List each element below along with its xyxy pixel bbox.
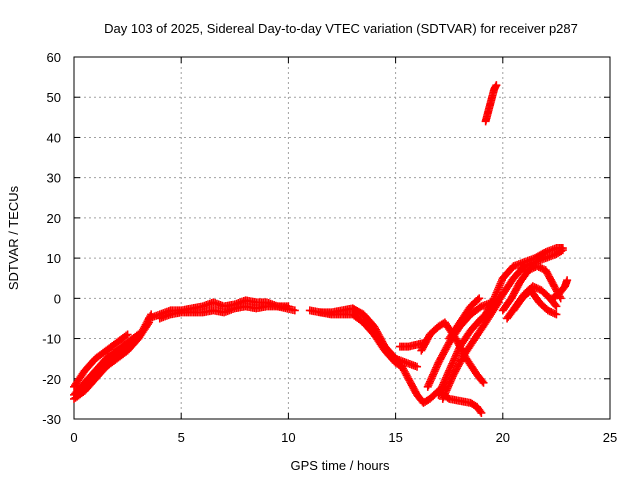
- series-track-late-tail: [434, 386, 486, 417]
- y-tick-label: -10: [42, 332, 61, 347]
- series-track-recovery-5: [445, 294, 484, 343]
- series-track-early-rise-4: [91, 310, 156, 379]
- data-point: [475, 294, 484, 303]
- data-point: [479, 378, 488, 387]
- data-point: [473, 295, 482, 304]
- data-point: [550, 309, 559, 318]
- y-tick-label: 0: [54, 291, 61, 306]
- x-tick-label: 10: [281, 430, 295, 445]
- data-point: [123, 330, 132, 339]
- series-track-early-rise-1: [70, 330, 132, 391]
- y-axis-label: SDTVAR / TECUs: [6, 185, 21, 290]
- data-point: [558, 246, 567, 255]
- y-tick-label: 10: [47, 251, 61, 266]
- x-tick-label: 20: [496, 430, 510, 445]
- data-point: [563, 276, 572, 285]
- data-points: [70, 81, 572, 417]
- data-point: [477, 408, 486, 417]
- data-point: [122, 331, 131, 340]
- y-tick-label: 40: [47, 130, 61, 145]
- series-track-late-rise-5: [509, 286, 561, 319]
- chart-title: Day 103 of 2025, Sidereal Day-to-day VTE…: [104, 21, 578, 36]
- y-tick-label: 20: [47, 211, 61, 226]
- data-point: [476, 407, 485, 416]
- series-track-end-hook: [548, 276, 572, 303]
- data-point: [492, 81, 501, 90]
- series-track-day-plateau-2: [155, 302, 299, 323]
- y-tick-label: 30: [47, 171, 61, 186]
- y-tick-label: 60: [47, 50, 61, 65]
- x-axis-label: GPS time / hours: [291, 458, 390, 473]
- data-point: [557, 247, 566, 256]
- series-track-midday-2: [316, 308, 407, 371]
- grid-lines: [74, 57, 610, 419]
- data-point: [551, 301, 560, 310]
- x-tick-label: 15: [388, 430, 402, 445]
- plot-frame: [73, 56, 611, 420]
- axis-ticks: 0 5 10 15 20 25 -30 -20 -10 0 10 20 30 40 50 60: [42, 50, 617, 445]
- data-point: [290, 306, 299, 315]
- y-tick-label: -20: [42, 372, 61, 387]
- y-tick-label: 50: [47, 90, 61, 105]
- data-point: [413, 362, 422, 371]
- data-point: [478, 377, 487, 386]
- series-track-high-outlier: [481, 81, 501, 126]
- x-tick-label: 5: [178, 430, 185, 445]
- x-tick-label: 25: [603, 430, 617, 445]
- data-point: [552, 302, 561, 311]
- series-track-late-rise-2: [488, 246, 567, 315]
- y-tick-label: -30: [42, 412, 61, 427]
- x-tick-label: 0: [70, 430, 77, 445]
- data-point: [552, 310, 561, 319]
